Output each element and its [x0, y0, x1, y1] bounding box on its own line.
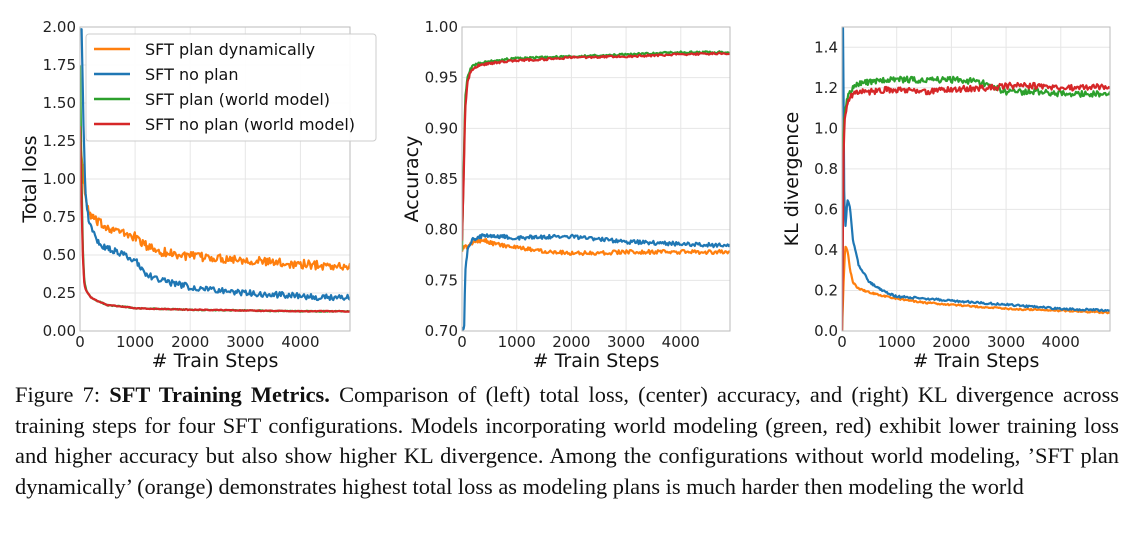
- y-tick-label: 0.75: [43, 208, 76, 226]
- series-line-3: [842, 75, 1110, 331]
- x-tick-label: 2000: [932, 333, 970, 351]
- y-tick-label: 0.90: [425, 119, 458, 137]
- y-tick-label: 0.85: [425, 170, 458, 188]
- series-line-2: [462, 233, 730, 331]
- x-tick-label: 3000: [987, 333, 1025, 351]
- y-tick-label: 2.00: [43, 18, 76, 36]
- series-line-4: [462, 51, 730, 241]
- y-tick-label: 0.2: [814, 281, 838, 299]
- x-tick-label: 4000: [281, 333, 319, 351]
- x-tick-label: 0: [457, 333, 467, 351]
- x-tick-label: 0: [75, 333, 85, 351]
- figure-caption: Figure 7: SFT Training Metrics. Comparis…: [15, 380, 1119, 502]
- y-axis-label: Accuracy: [401, 136, 423, 223]
- series-line-4: [842, 81, 1110, 331]
- y-tick-label: 0.00: [43, 322, 76, 340]
- y-tick-label: 1.75: [43, 56, 76, 74]
- y-tick-label: 1.00: [425, 18, 458, 36]
- series-line-1: [842, 245, 1110, 331]
- y-tick-label: 0.80: [425, 221, 458, 239]
- loss-chart: 0 1000 2000 3000 4000 0.00 0.25 0.50 0.75 1.00 1.2…: [19, 18, 377, 372]
- y-tick-label: 0.4: [814, 241, 838, 259]
- y-tick-label: 1.0: [814, 119, 838, 137]
- x-axis-label: # Train Steps: [152, 350, 279, 372]
- caption-prefix: Figure 7:: [15, 382, 110, 407]
- legend-label: SFT no plan: [145, 65, 239, 84]
- x-tick-label: 2000: [171, 333, 209, 351]
- y-tick-label: 0.50: [43, 246, 76, 264]
- series-line-2: [842, 27, 1110, 313]
- x-tick-label: 0: [837, 333, 847, 351]
- legend: SFT plan dynamically SFT no plan SFT plan …: [85, 33, 377, 142]
- y-tick-label: 0.75: [425, 271, 458, 289]
- y-tick-label: 0.95: [425, 69, 458, 87]
- plot-frame: [841, 26, 1111, 332]
- x-tick-label: 4000: [662, 333, 700, 351]
- y-tick-label: 0.25: [43, 284, 76, 302]
- y-tick-label: 1.25: [43, 132, 76, 150]
- y-axis-label: Total loss: [19, 135, 41, 223]
- accuracy-chart: 0 1000 2000 3000 4000 0.70 0.75 0.80 0.85 0.90 0.9…: [401, 18, 731, 372]
- y-tick-label: 0.70: [425, 322, 458, 340]
- series-line-3: [462, 50, 730, 251]
- x-tick-label: 3000: [226, 333, 264, 351]
- x-tick-label: 1000: [498, 333, 536, 351]
- series-line-4: [80, 126, 350, 313]
- x-tick-label: 1000: [878, 333, 916, 351]
- figure-panels: 0 1000 2000 3000 40000.000.250.500.751.001.2…: [19, 18, 1111, 372]
- y-tick-label: 0.0: [814, 322, 838, 340]
- caption-text: Comparison of (left) total loss, (center…: [15, 382, 1120, 499]
- x-tick-label: 2000: [552, 333, 590, 351]
- x-axis-label: # Train Steps: [913, 350, 1040, 372]
- kl-chart: 0 1000 2000 3000 4000 0.0 0.2 0.4 0.6 0.8 1.0 1.2 1.…: [781, 26, 1111, 372]
- series-line-1: [462, 237, 730, 256]
- y-tick-label: 0.8: [814, 160, 838, 178]
- x-tick-label: 3000: [607, 333, 645, 351]
- y-tick-label: 1.4: [814, 38, 838, 56]
- series-line-1: [80, 144, 350, 271]
- y-tick-label: 1.2: [814, 79, 838, 97]
- caption-title: SFT Training Metrics.: [109, 382, 330, 407]
- legend-label: SFT plan dynamically: [145, 40, 315, 59]
- legend-label: SFT plan (world model): [145, 90, 330, 109]
- y-tick-label: 1.00: [43, 170, 76, 188]
- plot-frame: [461, 26, 731, 332]
- legend-label: SFT no plan (world model): [145, 115, 355, 134]
- x-axis-label: # Train Steps: [533, 350, 660, 372]
- y-tick-label: 0.6: [814, 200, 838, 218]
- x-tick-label: 1000: [116, 333, 154, 351]
- y-axis-label: KL divergence: [781, 112, 803, 247]
- series-line-2: [80, 28, 350, 302]
- x-tick-label: 4000: [1042, 333, 1080, 351]
- plot-frame: [79, 26, 351, 332]
- y-tick-label: 1.50: [43, 94, 76, 112]
